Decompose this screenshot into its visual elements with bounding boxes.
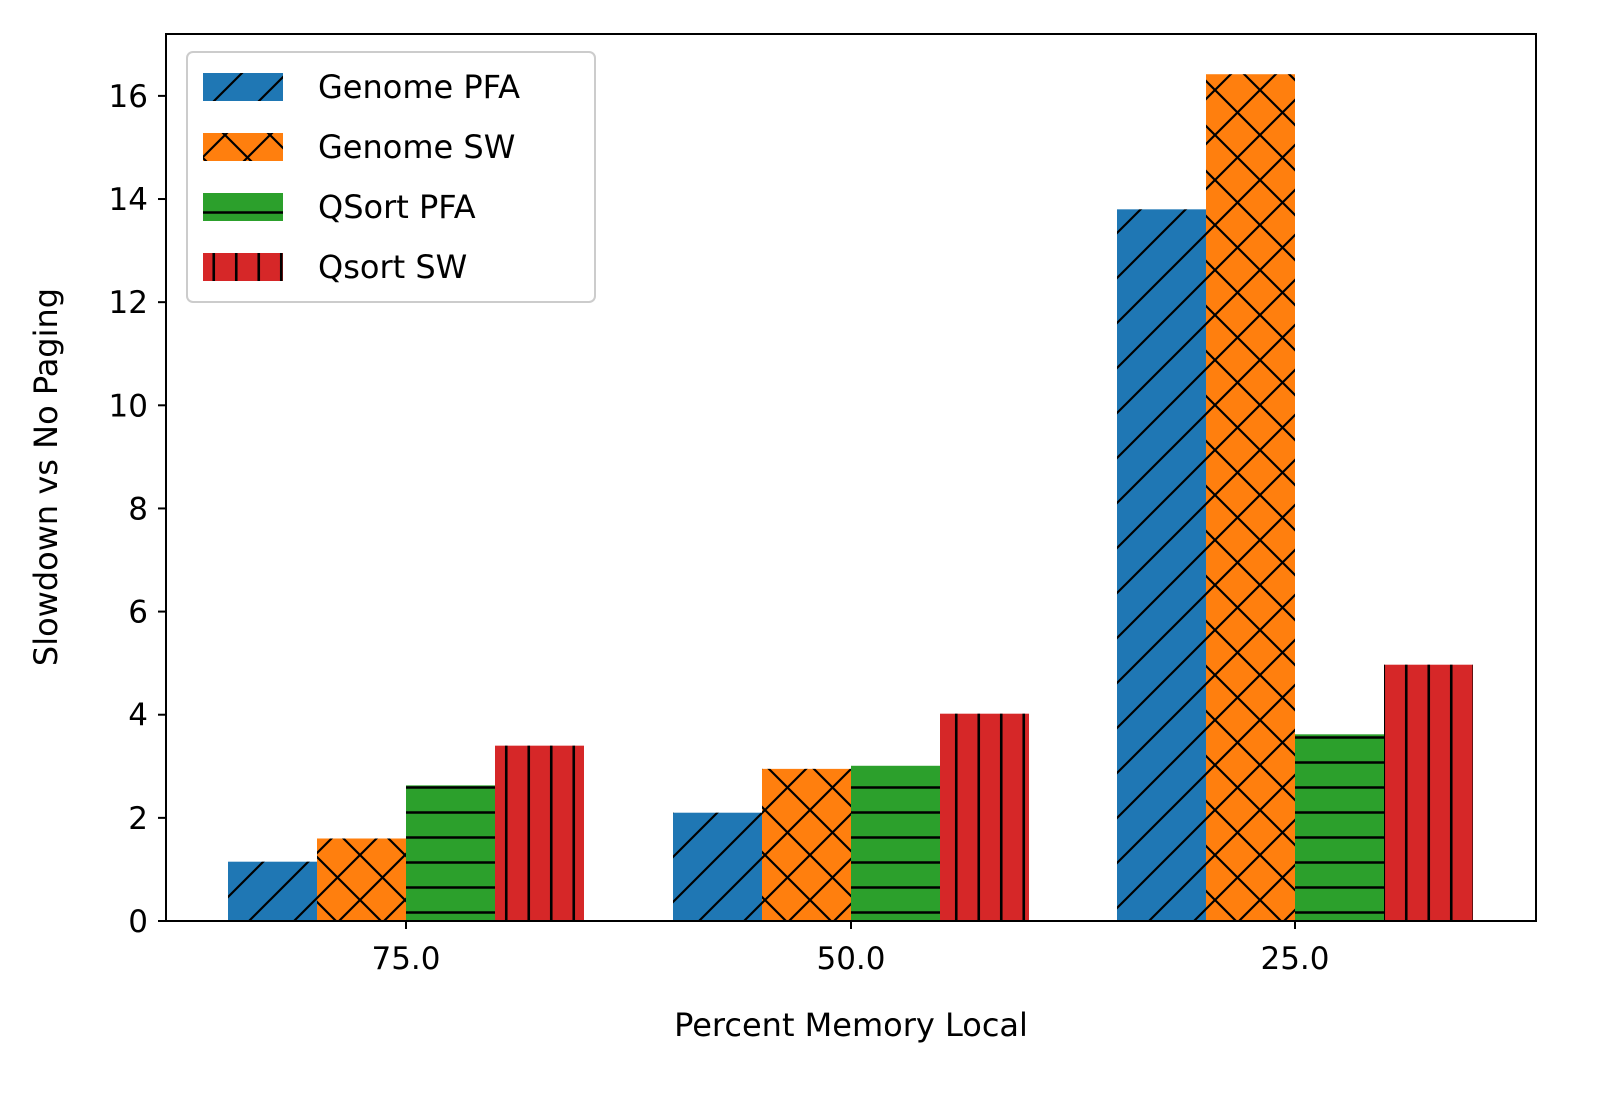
legend-item: Genome SW	[203, 128, 515, 166]
bar-hatch	[228, 861, 317, 921]
bar-hatch	[495, 745, 584, 921]
bar-hatch	[1384, 664, 1473, 921]
bar-qsort-pfa-75.0	[406, 785, 495, 921]
legend-item: Genome PFA	[203, 68, 520, 106]
bar-qsort-pfa-50.0	[851, 765, 940, 921]
bar-hatch	[1295, 734, 1384, 921]
legend-label: Genome SW	[318, 128, 515, 166]
bar-hatch	[1206, 74, 1295, 921]
y-tick-label: 10	[109, 388, 148, 424]
bar-genome-sw-25.0	[1206, 74, 1295, 921]
bar-qsort-sw-50.0	[940, 713, 1029, 921]
plot-frame	[165, 33, 1537, 922]
legend-swatch-hatch	[203, 73, 283, 101]
legend-swatch-hatch	[203, 193, 283, 221]
legend-label: QSort PFA	[318, 188, 476, 226]
x-axis-label: Percent Memory Local	[674, 1006, 1028, 1044]
legend-frame	[186, 51, 596, 303]
legend-label: Qsort SW	[318, 248, 467, 286]
bar-genome-pfa-25.0	[1117, 209, 1206, 921]
bar-hatch	[1117, 209, 1206, 921]
legend-label: Genome PFA	[318, 68, 520, 106]
bar-hatch	[406, 785, 495, 921]
x-tick-label: 75.0	[371, 941, 440, 977]
y-tick-label: 4	[128, 698, 148, 734]
y-tick-label: 2	[128, 801, 148, 837]
legend: Genome PFA Genome SW QSort PFA Qsort SW	[186, 51, 596, 303]
y-tick-label: 14	[109, 182, 148, 218]
y-tick-label: 8	[128, 491, 148, 527]
legend-swatch-hatch	[203, 253, 283, 281]
bar-hatch	[673, 812, 762, 921]
y-tick-label: 16	[109, 79, 148, 115]
bar-hatch	[762, 768, 851, 921]
x-axis-ticks: 75.0 50.0 25.0	[371, 921, 1330, 977]
x-tick-label: 25.0	[1260, 941, 1329, 977]
x-tick-label: 50.0	[816, 941, 885, 977]
legend-swatch-hatch	[203, 133, 283, 161]
y-tick-label: 0	[128, 904, 148, 940]
y-tick-label: 6	[128, 595, 148, 631]
bar-hatch	[851, 765, 940, 921]
bar-genome-pfa-50.0	[673, 812, 762, 921]
y-axis-label: Slowdown vs No Paging	[27, 288, 65, 666]
y-tick-label: 12	[109, 285, 148, 321]
y-axis-ticks: 0 2 4 6 8 10 12 14 16	[109, 79, 166, 940]
legend-item: QSort PFA	[203, 188, 476, 226]
bar-genome-sw-50.0	[762, 768, 851, 921]
legend-item: Qsort SW	[203, 248, 467, 286]
bar-qsort-sw-25.0	[1384, 664, 1473, 921]
bar-qsort-pfa-25.0	[1295, 734, 1384, 921]
bar-qsort-sw-75.0	[495, 745, 584, 921]
bar-genome-pfa-75.0	[228, 861, 317, 921]
bar-hatch	[317, 838, 406, 921]
bar-genome-sw-75.0	[317, 838, 406, 921]
bar-hatch	[940, 713, 1029, 921]
bars-layer	[228, 74, 1473, 921]
